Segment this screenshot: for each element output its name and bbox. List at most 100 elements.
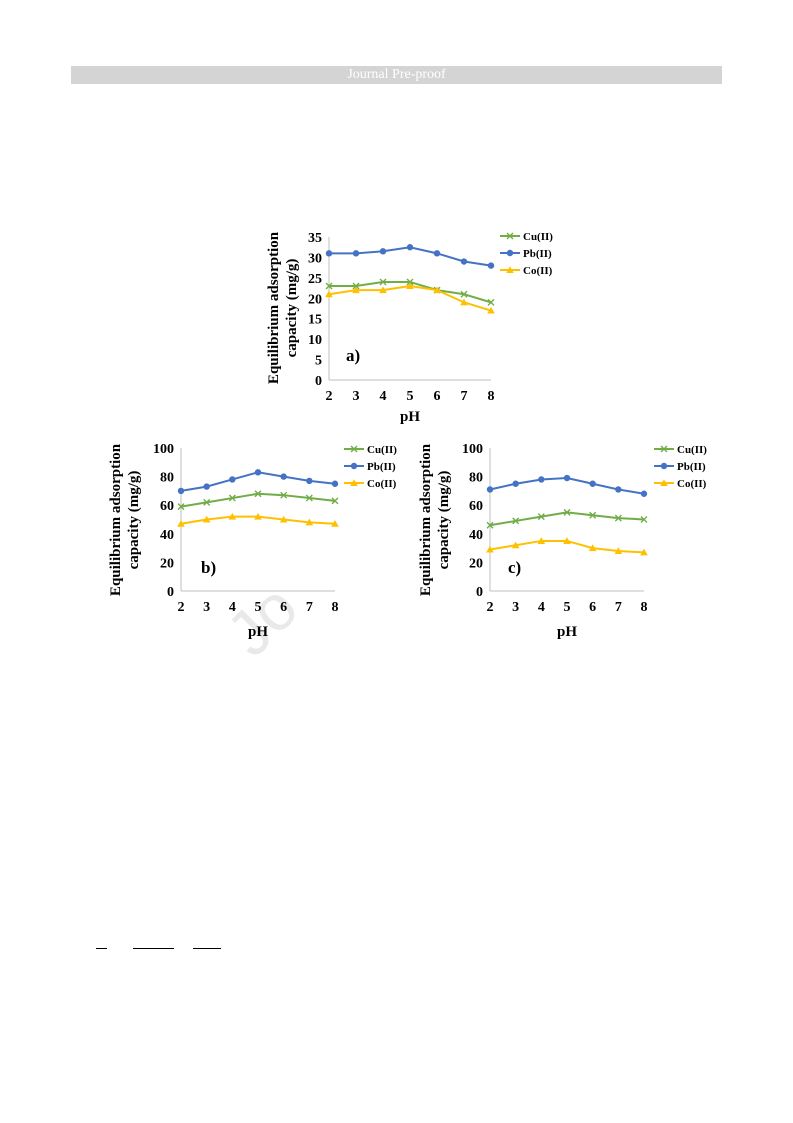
x-tick-label: 6 [280, 600, 287, 615]
data-point [511, 541, 520, 549]
data-point [202, 515, 211, 523]
x-tick-label: 3 [353, 389, 360, 404]
x-tick-label: 2 [487, 600, 494, 615]
x-tick-label: 7 [461, 389, 468, 404]
series-line [328, 285, 492, 312]
data-point [379, 286, 387, 294]
data-point [640, 490, 648, 497]
chart-a: 0 5 10 15 20 25 30 35 2 3 4 5 6 7 8 pH Equilibrium adsor… [266, 231, 553, 425]
y-tick-label: 40 [469, 528, 483, 543]
y-axis-title: capacity (mg/g) [436, 471, 452, 570]
chart-c: 0 20 40 60 80 100 2 3 4 5 6 7 8 pH Equilibrium adsorpt… [418, 442, 707, 640]
data-point [538, 476, 545, 483]
footnote-rule-1 [96, 948, 107, 949]
x-tick-label: 8 [332, 600, 339, 615]
data-point [280, 473, 287, 480]
data-point [640, 548, 648, 556]
y-tick-label: 25 [308, 272, 322, 287]
data-point [177, 503, 185, 511]
legend-label: Co(II) [677, 478, 707, 490]
data-point [614, 547, 623, 554]
series-Co(II) [486, 537, 648, 556]
legend-label: Cu(II) [523, 231, 553, 243]
x-tick-label: 5 [407, 389, 414, 404]
data-point [486, 545, 494, 553]
y-tick-label: 100 [153, 442, 174, 457]
x-tick-label: 2 [326, 389, 333, 404]
y-tick-label: 20 [308, 292, 322, 307]
y-tick-label: 20 [469, 556, 483, 571]
journal-header-bar: Journal Pre-proof [71, 66, 722, 84]
x-tick-label: 4 [229, 600, 236, 615]
y-tick-label: 60 [469, 499, 483, 514]
legend-item: Co(II) [654, 478, 707, 490]
legend-item: Cu(II) [500, 231, 553, 243]
legend-marker [660, 479, 668, 486]
data-point [589, 511, 597, 519]
data-point [254, 490, 262, 498]
data-point [433, 286, 441, 294]
legend-item: Pb(II) [500, 248, 552, 260]
data-point [406, 278, 414, 286]
data-point [305, 518, 314, 526]
data-point [433, 250, 441, 257]
x-tick-label: 7 [306, 600, 313, 615]
y-tick-label: 0 [476, 585, 483, 600]
y-axis-title: capacity (mg/g) [126, 471, 142, 570]
data-point [460, 258, 468, 265]
x-tick-label: 7 [615, 600, 622, 615]
x-tick-label: 5 [564, 600, 571, 615]
legend-label: Pb(II) [367, 461, 396, 473]
legend-marker [506, 232, 514, 240]
legend-marker [660, 462, 668, 470]
legend-label: Cu(II) [367, 444, 397, 456]
legend-item: Pb(II) [344, 461, 396, 473]
data-point [177, 487, 185, 495]
data-point [177, 519, 185, 527]
data-point [563, 537, 571, 544]
data-point [406, 282, 414, 290]
data-point [325, 290, 333, 298]
x-tick-label: 8 [641, 600, 648, 615]
y-tick-label: 100 [462, 442, 483, 457]
footnote-rule-2 [133, 948, 174, 949]
series-Pb(II) [486, 474, 648, 497]
panel-label: c) [508, 558, 521, 577]
legend-marker [350, 479, 358, 486]
data-point [589, 480, 596, 487]
data-point [486, 521, 494, 529]
data-point [203, 483, 210, 490]
y-tick-label: 40 [160, 528, 174, 543]
y-tick-label: 10 [308, 333, 322, 348]
data-point [203, 498, 211, 506]
legend-item: Cu(II) [344, 444, 397, 456]
data-point [487, 262, 495, 269]
y-tick-label: 0 [167, 585, 174, 600]
journal-header-text: Journal Pre-proof [347, 67, 446, 82]
x-tick-label: 6 [434, 389, 441, 404]
x-tick-label: 2 [178, 600, 185, 615]
data-point [379, 248, 387, 255]
data-point [331, 497, 339, 505]
data-point [325, 282, 333, 290]
y-tick-label: 5 [315, 354, 322, 369]
data-point [512, 517, 520, 525]
legend-label: Cu(II) [677, 444, 707, 456]
data-point [512, 480, 519, 487]
y-tick-label: 60 [160, 499, 174, 514]
series-Pb(II) [325, 244, 495, 269]
legend-marker [506, 249, 514, 257]
series-Pb(II) [177, 469, 339, 495]
data-point [537, 537, 546, 544]
x-tick-label: 5 [255, 600, 262, 615]
data-point [306, 477, 313, 485]
data-point [563, 508, 571, 516]
legend-item: Pb(II) [654, 461, 706, 473]
legend-item: Co(II) [344, 478, 397, 490]
y-tick-label: 80 [469, 471, 483, 486]
series-Cu(II) [486, 508, 648, 529]
data-point [352, 250, 360, 257]
x-tick-label: 8 [488, 389, 495, 404]
y-axis-title: Equilibrium adsorption [418, 443, 434, 596]
series-Cu(II) [177, 490, 339, 511]
